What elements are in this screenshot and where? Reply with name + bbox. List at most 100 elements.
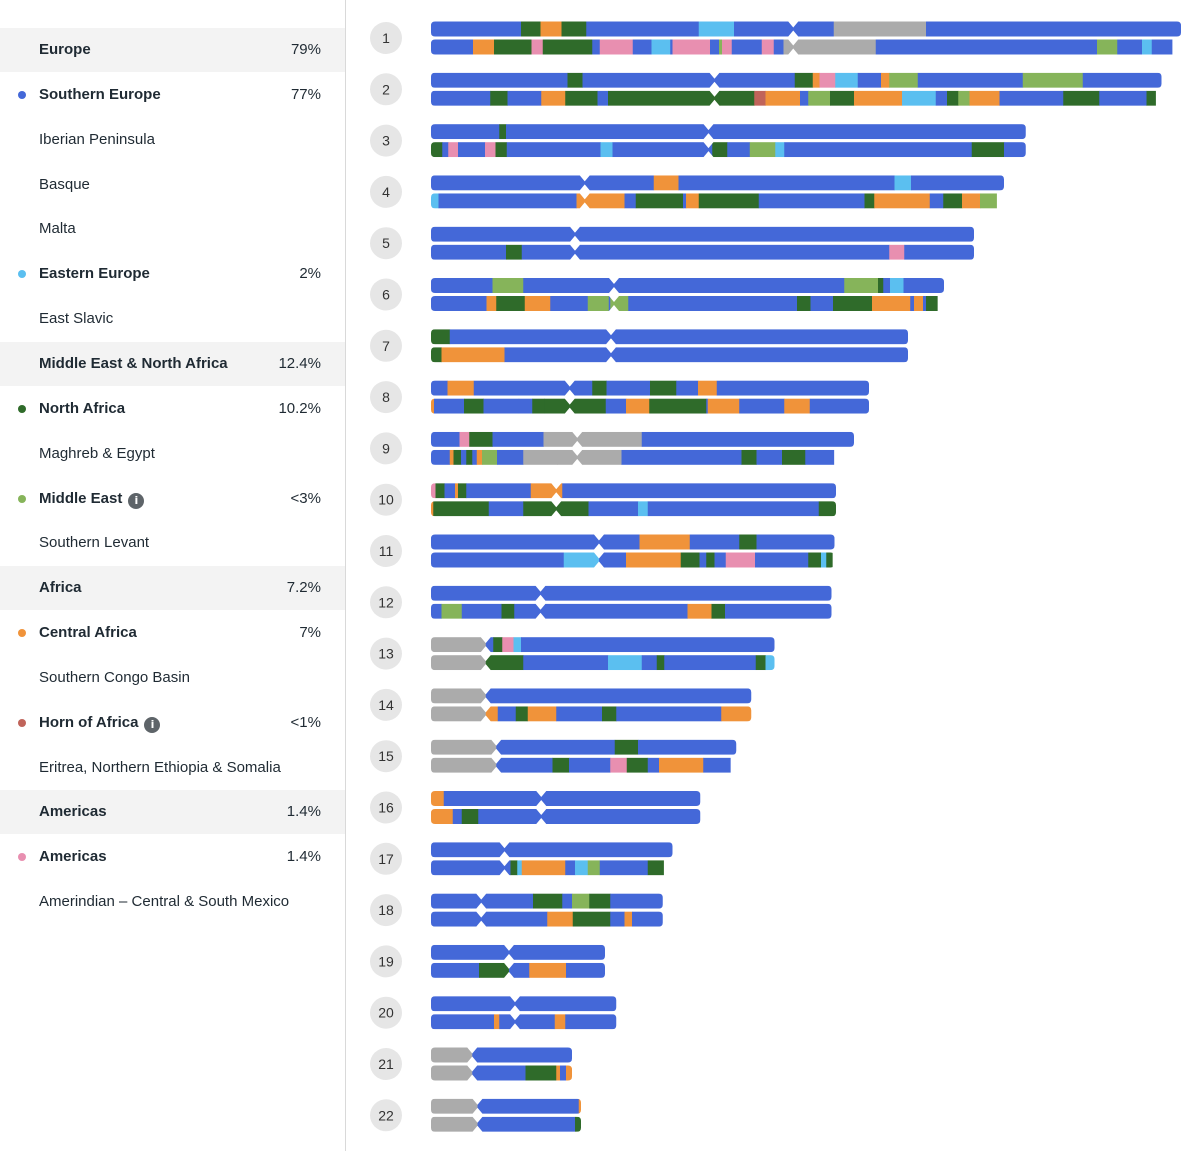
ancestry-segment[interactable] xyxy=(521,637,775,653)
ancestry-segment[interactable] xyxy=(1082,72,1162,88)
ancestry-segment[interactable] xyxy=(461,809,479,824)
ancestry-segment[interactable] xyxy=(556,1065,561,1081)
ancestry-segment[interactable] xyxy=(894,175,912,191)
ancestry-segment[interactable] xyxy=(556,483,563,499)
ancestry-segment[interactable] xyxy=(641,431,855,447)
ancestry-segment[interactable] xyxy=(441,603,463,619)
ancestry-segment[interactable] xyxy=(809,398,875,414)
ancestry-segment[interactable] xyxy=(826,552,833,568)
ancestry-segment[interactable] xyxy=(1151,39,1173,55)
ancestry-segment[interactable] xyxy=(656,655,665,671)
ancestry-segment[interactable] xyxy=(578,1098,582,1114)
ancestry-segment[interactable] xyxy=(587,296,610,311)
ancestry-segment[interactable] xyxy=(624,193,637,209)
ancestry-segment[interactable] xyxy=(513,637,522,653)
ancestry-segment[interactable] xyxy=(431,1098,478,1114)
ancestry-segment[interactable] xyxy=(572,911,611,927)
ancestry-segment[interactable] xyxy=(971,142,1005,158)
ancestry-segment[interactable] xyxy=(452,809,463,824)
ancestry-segment[interactable] xyxy=(599,552,627,568)
ancestry-segment[interactable] xyxy=(707,398,740,414)
ancestry-segment[interactable] xyxy=(890,278,904,293)
ancestry-segment[interactable] xyxy=(550,296,589,311)
ancestry-segment[interactable] xyxy=(431,603,442,619)
ancestry-segment[interactable] xyxy=(431,757,492,773)
ancestry-segment[interactable] xyxy=(441,347,505,363)
ancestry-segment[interactable] xyxy=(761,39,775,55)
ancestry-segment[interactable] xyxy=(775,142,785,158)
ancestry-segment[interactable] xyxy=(943,193,963,209)
ancestry-segment[interactable] xyxy=(635,193,684,209)
ancestry-segment[interactable] xyxy=(461,449,467,465)
ancestry-segment[interactable] xyxy=(739,534,757,550)
ancestry-segment[interactable] xyxy=(431,706,487,722)
subregion-row[interactable]: Eritrea, Northern Ethiopia & Somalia xyxy=(0,746,345,790)
ancestry-segment[interactable] xyxy=(830,90,855,106)
ancestry-segment[interactable] xyxy=(589,893,611,909)
ancestry-segment[interactable] xyxy=(582,72,715,88)
ancestry-segment[interactable] xyxy=(464,398,484,414)
ancestry-segment[interactable] xyxy=(800,90,809,106)
ancestry-segment[interactable] xyxy=(541,791,701,806)
ancestry-segment[interactable] xyxy=(483,398,520,414)
ancestry-segment[interactable] xyxy=(501,603,515,619)
ancestry-segment[interactable] xyxy=(565,860,576,876)
ancestry-segment[interactable] xyxy=(698,21,735,37)
ancestry-segment[interactable] xyxy=(431,380,448,396)
ancestry-segment[interactable] xyxy=(476,449,483,465)
ancestry-segment[interactable] xyxy=(756,534,835,550)
ancestry-segment[interactable] xyxy=(481,911,548,927)
ancestry-segment[interactable] xyxy=(431,637,487,653)
ancestry-segment[interactable] xyxy=(431,552,565,568)
ancestry-segment[interactable] xyxy=(805,449,835,465)
ancestry-segment[interactable] xyxy=(518,398,533,414)
ancestry-segment[interactable] xyxy=(626,398,650,414)
ancestry-segment[interactable] xyxy=(765,90,801,106)
ancestry-segment[interactable] xyxy=(431,1065,473,1081)
ancestry-segment[interactable] xyxy=(881,72,890,88)
ancestry-segment[interactable] xyxy=(504,842,673,858)
ancestry-segment[interactable] xyxy=(495,142,508,158)
ancestry-segment[interactable] xyxy=(910,296,915,311)
ancestry-segment[interactable] xyxy=(958,90,970,106)
ancestry-segment[interactable] xyxy=(431,1116,478,1132)
ancestry-segment[interactable] xyxy=(719,39,723,55)
ancestry-segment[interactable] xyxy=(431,1047,473,1063)
ancestry-segment[interactable] xyxy=(563,552,593,568)
ancestry-segment[interactable] xyxy=(889,244,905,260)
ancestry-segment[interactable] xyxy=(569,398,607,414)
ancestry-segment[interactable] xyxy=(492,278,524,293)
ancestry-segment[interactable] xyxy=(818,501,837,517)
ancestry-segment[interactable] xyxy=(857,72,882,88)
ancestry-segment[interactable] xyxy=(540,603,688,619)
ancestry-segment[interactable] xyxy=(506,244,523,260)
ancestry-segment[interactable] xyxy=(541,90,566,106)
ancestry-segment[interactable] xyxy=(566,962,605,978)
ancestry-segment[interactable] xyxy=(431,278,493,293)
ancestry-segment[interactable] xyxy=(588,501,639,517)
ancestry-segment[interactable] xyxy=(431,860,505,876)
ancestry-segment[interactable] xyxy=(431,534,600,550)
ancestry-segment[interactable] xyxy=(664,655,757,671)
ancestry-segment[interactable] xyxy=(431,996,516,1012)
ancestry-segment[interactable] xyxy=(448,142,459,158)
subregion-row[interactable]: Iberian Peninsula xyxy=(0,118,345,162)
ancestry-segment[interactable] xyxy=(544,398,571,414)
ancestry-segment[interactable] xyxy=(431,226,576,242)
ancestry-segment[interactable] xyxy=(473,380,571,396)
ancestry-segment[interactable] xyxy=(485,637,494,653)
ancestry-segment[interactable] xyxy=(754,90,766,106)
ancestry-segment[interactable] xyxy=(711,603,726,619)
ancestry-segment[interactable] xyxy=(567,72,583,88)
ancestry-segment[interactable] xyxy=(650,380,677,396)
ancestry-segment[interactable] xyxy=(611,329,908,345)
ancestry-segment[interactable] xyxy=(719,90,755,106)
region-row[interactable]: Africa 7.2% xyxy=(0,566,345,611)
ancestry-segment[interactable] xyxy=(686,193,700,209)
ancestry-segment[interactable] xyxy=(608,296,611,311)
ancestry-segment[interactable] xyxy=(844,278,850,293)
ancestry-segment[interactable] xyxy=(431,296,487,311)
ancestry-segment[interactable] xyxy=(794,72,814,88)
ancestry-segment[interactable] xyxy=(874,399,881,414)
ancestry-segment[interactable] xyxy=(438,193,577,209)
